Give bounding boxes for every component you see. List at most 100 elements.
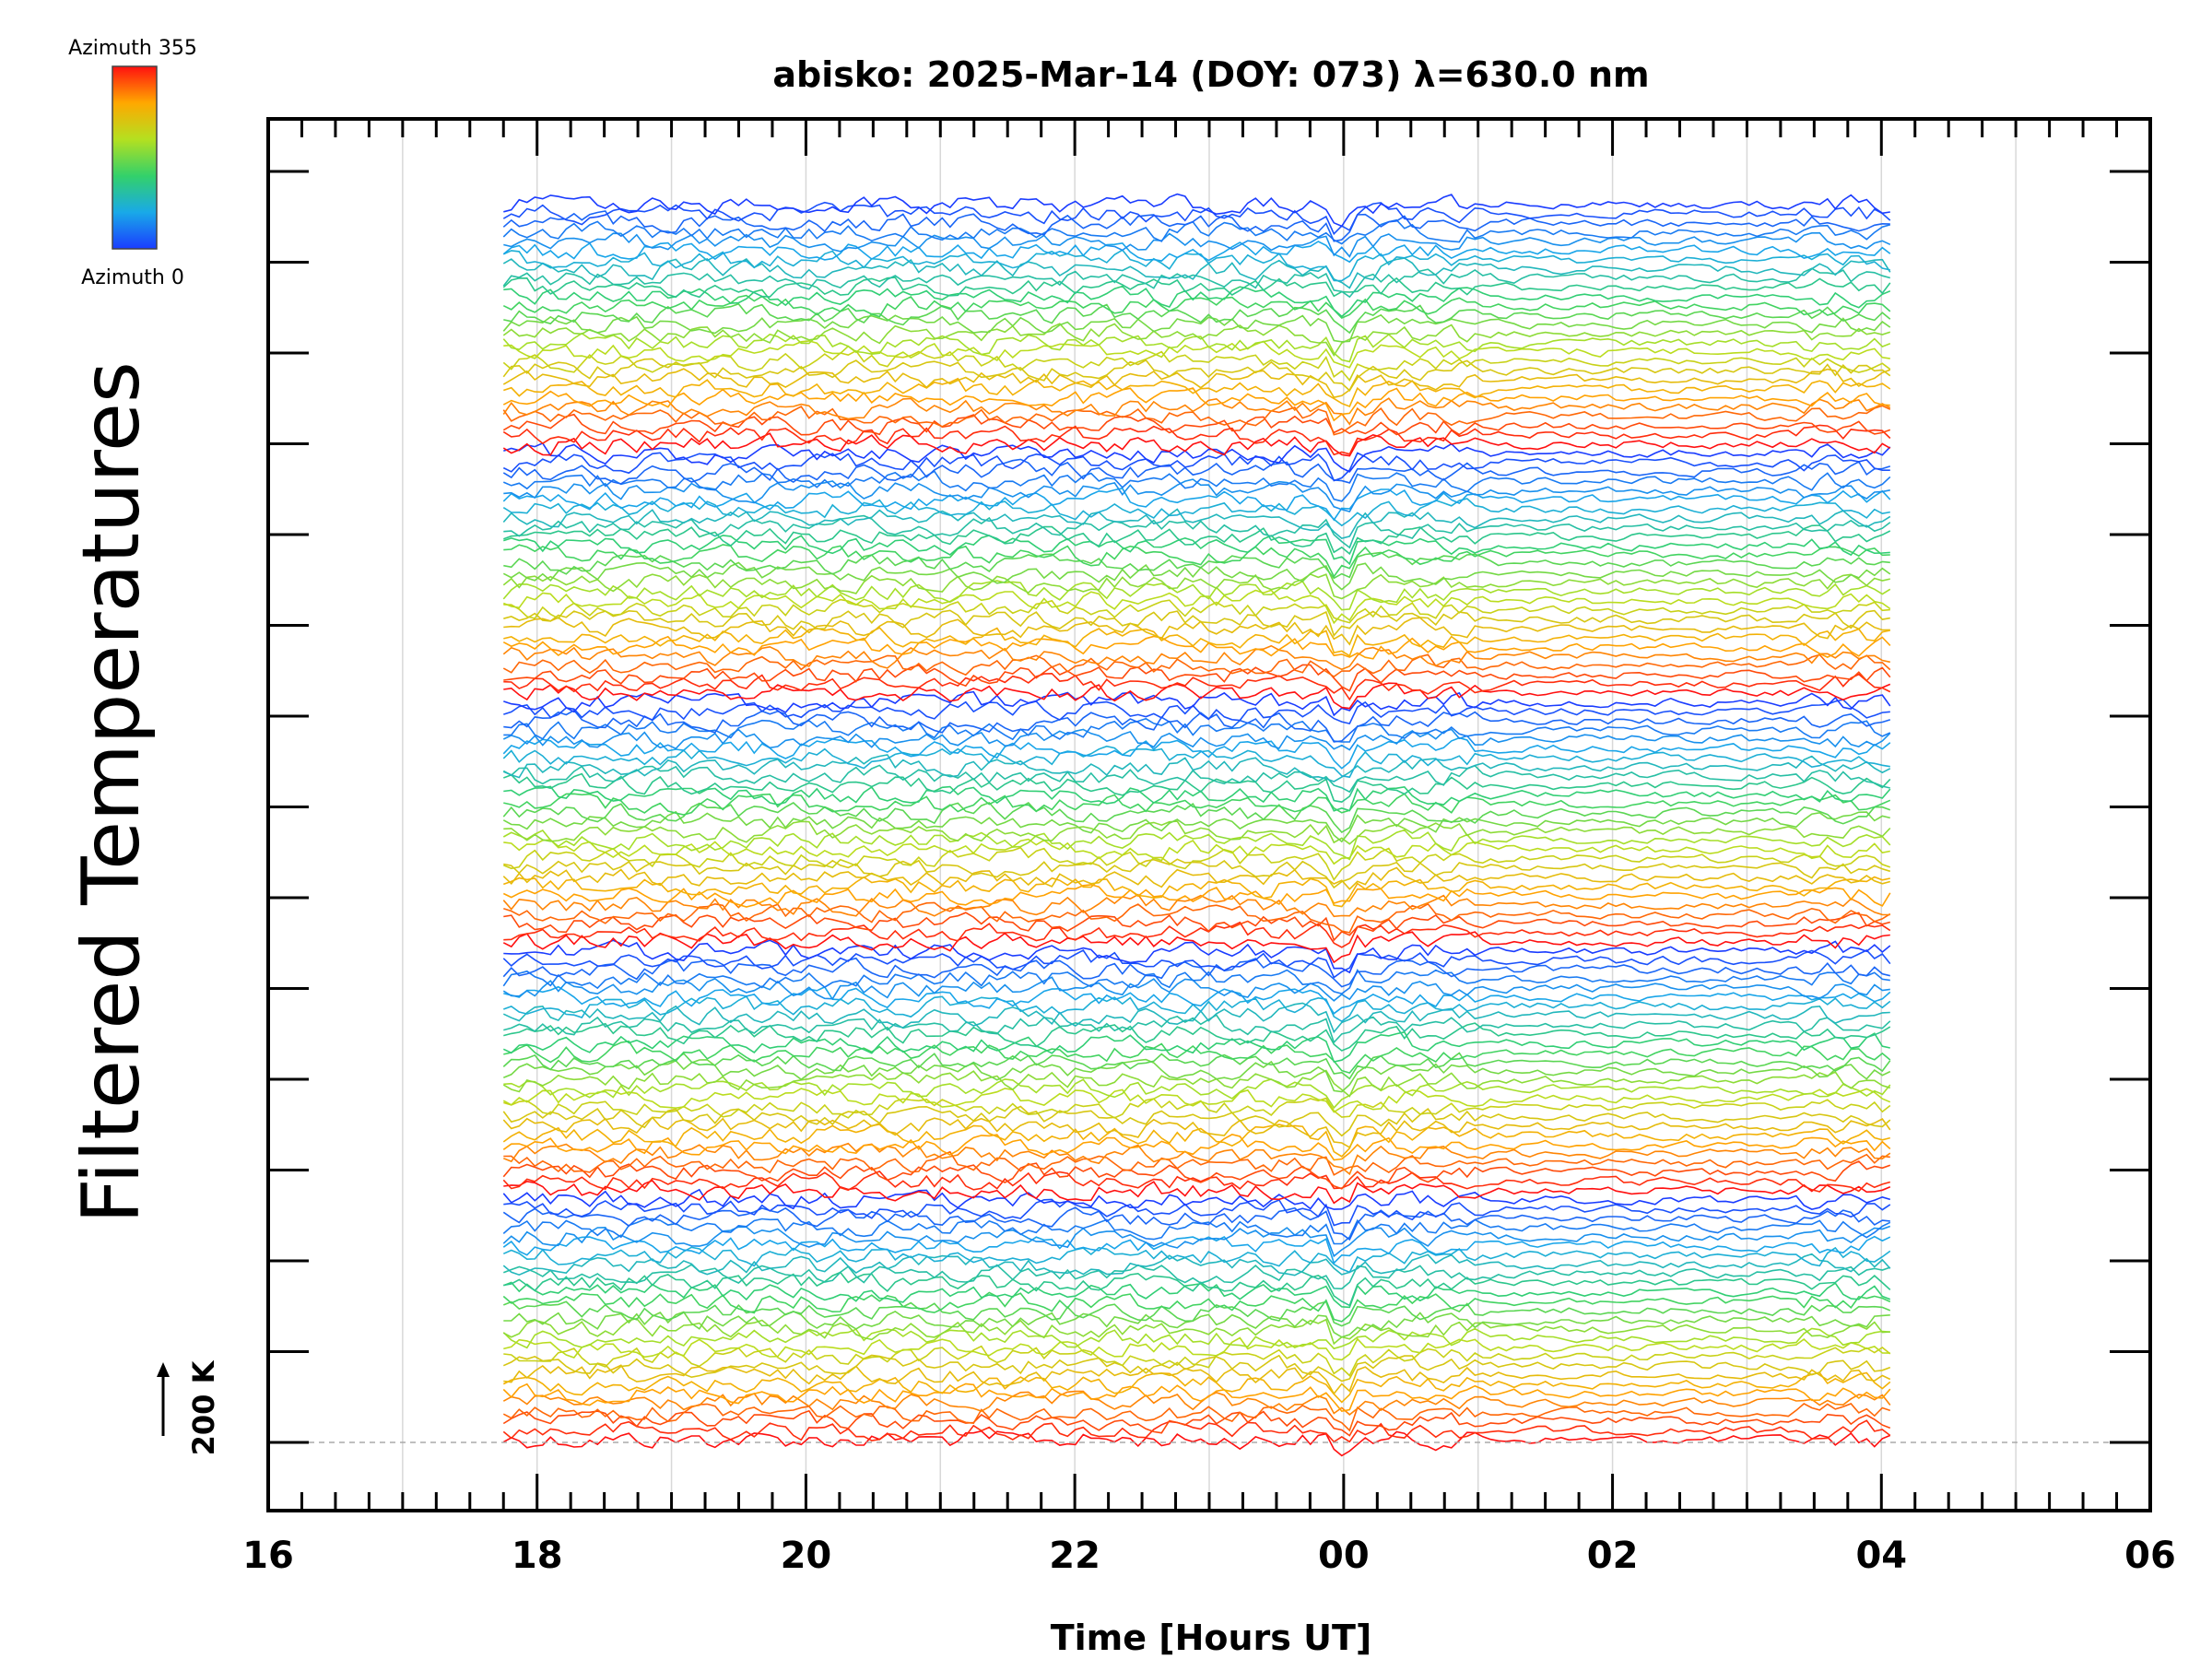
azimuth-trace	[503, 793, 1891, 816]
azimuth-trace	[503, 1097, 1891, 1119]
azimuth-trace	[502, 1170, 1891, 1193]
azimuth-trace	[503, 994, 1891, 1023]
azimuth-trace	[503, 682, 1891, 710]
azimuth-trace	[502, 249, 1890, 282]
azimuth-trace	[502, 424, 1891, 456]
azimuth-trace	[503, 1022, 1891, 1052]
azimuth-trace	[502, 1134, 1891, 1161]
azimuth-trace	[503, 1345, 1891, 1377]
azimuth-trace	[503, 514, 1891, 549]
azimuth-trace	[503, 1271, 1891, 1307]
azimuth-trace	[502, 458, 1891, 485]
azimuth-trace	[502, 1430, 1891, 1457]
azimuth-trace	[502, 1069, 1891, 1098]
azimuth-trace	[502, 1246, 1891, 1274]
azimuth-trace	[503, 551, 1890, 580]
x-axis-title: Time [Hours UT]	[1051, 1618, 1372, 1658]
x-tick-label: 16	[242, 1535, 294, 1577]
azimuth-trace	[502, 1105, 1891, 1137]
y-axis-title: Filtered Temperatures	[65, 361, 158, 1224]
azimuth-trace	[502, 1390, 1891, 1416]
trace-group	[502, 193, 1891, 1457]
azimuth-trace	[502, 976, 1890, 1002]
azimuth-trace	[502, 1354, 1891, 1382]
azimuth-trace	[502, 1253, 1891, 1277]
azimuth-trace	[503, 709, 1891, 743]
x-tick-label: 20	[781, 1535, 832, 1577]
azimuth-trace	[502, 1116, 1891, 1149]
azimuth-trace	[502, 1327, 1890, 1350]
scale-bar: 200 K	[157, 1359, 221, 1455]
azimuth-trace	[502, 1030, 1890, 1063]
azimuth-trace	[502, 294, 1891, 319]
azimuth-trace	[502, 1188, 1891, 1210]
azimuth-trace	[503, 627, 1890, 657]
azimuth-trace	[503, 699, 1890, 725]
azimuth-trace	[503, 1310, 1890, 1338]
azimuth-trace	[502, 829, 1891, 861]
azimuth-trace	[502, 1403, 1891, 1432]
azimuth-trace	[502, 1218, 1891, 1245]
azimuth-trace	[503, 690, 1891, 717]
azimuth-trace	[502, 580, 1891, 611]
azimuth-trace	[503, 876, 1890, 908]
azimuth-trace	[502, 866, 1891, 890]
azimuth-trace	[502, 332, 1891, 363]
azimuth-trace	[503, 1180, 1891, 1205]
azimuth-trace	[503, 1058, 1891, 1093]
azimuth-trace	[502, 1235, 1891, 1265]
azimuth-trace	[503, 772, 1891, 803]
azimuth-trace	[502, 470, 1891, 502]
azimuth-trace	[502, 968, 1890, 994]
chart-title: abisko: 2025-Mar-14 (DOY: 073) λ=630.0 n…	[772, 54, 1649, 95]
azimuth-trace	[503, 231, 1891, 258]
azimuth-trace	[503, 672, 1891, 701]
azimuth-trace	[503, 1364, 1891, 1395]
azimuth-trace	[503, 901, 1891, 934]
azimuth-trace	[502, 736, 1891, 770]
azimuth-trace	[502, 405, 1891, 436]
azimuth-trace	[502, 801, 1891, 834]
scale-bar-label: 200 K	[186, 1359, 221, 1455]
azimuth-trace	[502, 452, 1890, 482]
azimuth-trace	[502, 957, 1890, 988]
colorbar: Azimuth 355 Azimuth 0	[68, 37, 197, 289]
azimuth-trace	[503, 1150, 1890, 1176]
azimuth-trace	[503, 939, 1891, 974]
azimuth-trace	[502, 589, 1891, 625]
azimuth-trace	[502, 413, 1891, 436]
azimuth-trace	[502, 573, 1890, 600]
azimuth-trace	[502, 368, 1891, 399]
azimuth-trace	[502, 728, 1891, 751]
azimuth-trace	[502, 1317, 1890, 1346]
azimuth-trace	[503, 598, 1890, 624]
colorbar-top-label: Azimuth 355	[68, 37, 197, 60]
azimuth-trace	[502, 276, 1891, 299]
azimuth-trace	[502, 1160, 1891, 1190]
azimuth-trace	[502, 764, 1890, 794]
azimuth-trace	[502, 257, 1891, 289]
azimuth-trace	[503, 1336, 1890, 1361]
x-tick-label: 04	[1855, 1535, 1907, 1577]
azimuth-trace	[503, 664, 1891, 692]
azimuth-trace	[502, 810, 1890, 843]
azimuth-trace	[503, 717, 1891, 743]
colorbar-gradient	[112, 65, 158, 250]
azimuth-trace	[502, 323, 1891, 358]
azimuth-trace	[502, 1225, 1891, 1258]
azimuth-trace	[502, 218, 1891, 245]
azimuth-trace	[502, 432, 1891, 457]
x-tick-label: 00	[1318, 1535, 1370, 1577]
x-tick-label: 06	[2124, 1535, 2176, 1577]
azimuth-trace	[502, 498, 1890, 527]
azimuth-trace	[502, 931, 1890, 964]
azimuth-trace	[503, 785, 1891, 812]
azimuth-trace	[502, 349, 1891, 382]
azimuth-trace	[502, 754, 1891, 782]
azimuth-trace	[502, 1088, 1891, 1113]
azimuth-trace	[502, 653, 1891, 678]
azimuth-trace	[503, 1300, 1891, 1327]
azimuth-trace	[502, 201, 1891, 236]
azimuth-trace	[502, 644, 1890, 671]
